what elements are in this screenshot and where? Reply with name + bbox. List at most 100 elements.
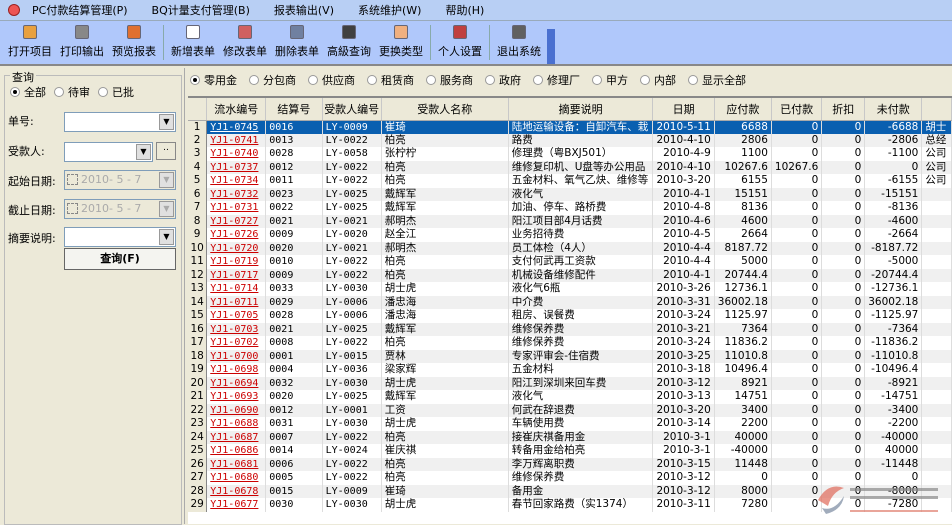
table-cell[interactable]: YJ1-0703 — [206, 322, 267, 336]
filter-radio[interactable]: 修理厂 — [533, 72, 580, 88]
table-cell[interactable]: YJ1-0717 — [206, 268, 267, 282]
chevron-down-icon[interactable]: ▼ — [159, 172, 174, 188]
table-cell[interactable]: YJ1-0726 — [206, 228, 267, 242]
column-header[interactable]: 受款人名称 — [381, 98, 509, 121]
filter-radio[interactable]: 显示全部 — [688, 72, 746, 88]
toolbar-button[interactable]: 新增表单 — [167, 21, 219, 64]
table-row[interactable]: 18 YJ1-0700 0001 LY-0015 贾林 专家评审会-住宿费 2010-3-2… — [188, 349, 952, 363]
chevron-down-icon[interactable]: ▼ — [159, 114, 174, 130]
chevron-down-icon[interactable]: ▼ — [159, 229, 174, 245]
table-row[interactable]: 27 YJ1-0680 0005 LY-0022 柏亮 维修保养费 2010-3-12 0 0 0… — [188, 471, 952, 485]
summary-combo[interactable]: ▼ — [64, 227, 176, 247]
column-header[interactable]: 摘要说明 — [508, 98, 654, 121]
table-cell[interactable]: YJ1-0714 — [206, 282, 267, 296]
table-row[interactable]: 15 YJ1-0705 0028 LY-0006 潘忠海 租房、误餐费 2010-3-24 1… — [188, 309, 952, 323]
column-header[interactable] — [921, 98, 952, 121]
table-row[interactable]: 12 YJ1-0717 0009 LY-0022 柏亮 机械设备维修配件 2010-4-1 2… — [188, 268, 952, 282]
table-row[interactable]: 5 YJ1-0734 0011 LY-0022 柏亮 五金材料、氧气乙炔、维修等 2010-… — [188, 174, 952, 188]
table-row[interactable]: 21 YJ1-0693 0020 LY-0025 戴辉军 液化气 2010-3-13 1475… — [188, 390, 952, 404]
table-cell[interactable]: YJ1-0737 — [206, 160, 267, 174]
table-cell[interactable]: YJ1-0720 — [206, 241, 267, 255]
toolbar-button[interactable]: 打开项目 — [4, 21, 56, 64]
table-cell[interactable]: YJ1-0694 — [206, 376, 267, 390]
menu-item[interactable]: PC付款结算管理(P) — [32, 4, 128, 17]
column-header[interactable]: 日期 — [652, 98, 715, 121]
table-row[interactable]: 17 YJ1-0702 0008 LY-0022 柏亮 维修保养费 2010-3-24 118… — [188, 336, 952, 350]
table-cell[interactable]: YJ1-0688 — [206, 417, 267, 431]
menu-item[interactable]: 帮助(H) — [445, 4, 485, 17]
table-row[interactable]: 4 YJ1-0737 0012 LY-0022 柏亮 维修复印机、U盘等办公用品 2010-… — [188, 160, 952, 174]
table-row[interactable]: 11 YJ1-0719 0010 LY-0022 柏亮 支付何武再工资款 2010-4-4 5… — [188, 255, 952, 269]
toolbar-button[interactable]: 高級查询 — [323, 21, 375, 64]
table-row[interactable]: 22 YJ1-0690 0012 LY-0001 工资 何武在辞退费 2010-3-20 34… — [188, 403, 952, 417]
filter-radio[interactable]: 零用金 — [190, 72, 237, 88]
toolbar-button[interactable]: 预览报表 — [108, 21, 160, 64]
table-cell[interactable]: YJ1-0745 — [206, 120, 267, 134]
table-cell[interactable]: YJ1-0698 — [206, 363, 267, 377]
table-row[interactable]: 16 YJ1-0703 0021 LY-0025 戴辉军 维修保养费 2010-3-21 73… — [188, 322, 952, 336]
table-cell[interactable]: YJ1-0681 — [206, 457, 267, 471]
toolbar-button[interactable]: 删除表单 — [271, 21, 323, 64]
table-row[interactable]: 25 YJ1-0686 0014 LY-0024 崔庆祺 转备用金给柏亮 2010-3-1-… — [188, 444, 952, 458]
menu-item[interactable]: 报表输出(V) — [273, 4, 334, 17]
column-header[interactable]: 受款人编号 — [322, 98, 382, 121]
end-date-picker[interactable]: 2010- 5 - 7 ▼ — [64, 199, 176, 219]
table-row[interactable]: 6 YJ1-0732 0023 LY-0025 戴辉军 液化气 2010-4-1 15151 0… — [188, 187, 952, 201]
status-radio[interactable]: 全部 — [10, 84, 46, 100]
table-cell[interactable]: YJ1-0693 — [206, 390, 267, 404]
query-button[interactable]: 查询(F) — [64, 248, 176, 270]
table-cell[interactable]: YJ1-0690 — [206, 403, 267, 417]
table-row[interactable]: 19 YJ1-0698 0004 LY-0036 梁家辉 五金材料 2010-3-18 104… — [188, 363, 952, 377]
menu-item[interactable]: BQ计量支付管理(B) — [151, 4, 250, 17]
payee-combo[interactable]: ▼ — [64, 142, 153, 162]
table-cell[interactable]: YJ1-0719 — [206, 255, 267, 269]
filter-radio[interactable]: 分包商 — [249, 72, 296, 88]
table-row[interactable]: 28 YJ1-0678 0015 LY-0009 崔琦 备用金 2010-3-12 8000 0… — [188, 484, 952, 498]
column-header[interactable]: 流水编号 — [206, 98, 267, 121]
table-row[interactable]: 14 YJ1-0711 0029 LY-0006 潘忠海 中介费 2010-3-31 3600… — [188, 295, 952, 309]
toolbar-overflow-handle[interactable] — [547, 29, 555, 64]
table-cell[interactable]: YJ1-0741 — [206, 133, 267, 147]
chevron-down-icon[interactable]: ▼ — [136, 144, 151, 160]
toolbar-button[interactable]: 打印输出 — [56, 21, 108, 64]
filter-radio[interactable]: 甲方 — [592, 72, 628, 88]
status-radio[interactable]: 已批 — [98, 84, 134, 100]
toolbar-button[interactable]: 个人设置 — [434, 21, 486, 64]
table-cell[interactable]: YJ1-0700 — [206, 349, 267, 363]
column-header[interactable]: 未付款 — [864, 98, 923, 121]
column-header[interactable]: 已付款 — [771, 98, 823, 121]
table-row[interactable]: 13 YJ1-0714 0033 LY-0030 胡士虎 液化气6瓶 2010-3-26 12… — [188, 282, 952, 296]
column-header[interactable]: 应付款 — [714, 98, 772, 121]
toolbar-button[interactable]: 修改表单 — [219, 21, 271, 64]
table-row[interactable]: 24 YJ1-0687 0007 LY-0022 柏亮 接崔庆祺备用金 2010-3-1 40… — [188, 430, 952, 444]
column-header[interactable]: 结算号 — [265, 98, 323, 121]
toolbar-button[interactable]: 更换类型 — [375, 21, 427, 64]
table-row[interactable]: 1 YJ1-0745 0016 LY-0009 崔琦 陆地运输设备：自卸汽车、栽 2010-… — [188, 120, 952, 134]
filter-radio[interactable]: 内部 — [640, 72, 676, 88]
payee-browse-button[interactable]: .. — [156, 142, 176, 160]
table-cell[interactable]: YJ1-0711 — [206, 295, 267, 309]
table-cell[interactable]: YJ1-0731 — [206, 201, 267, 215]
status-radio[interactable]: 待审 — [54, 84, 90, 100]
filter-radio[interactable]: 供应商 — [308, 72, 355, 88]
checkbox[interactable] — [67, 203, 78, 214]
table-cell[interactable]: YJ1-0740 — [206, 147, 267, 161]
table-row[interactable]: 8 YJ1-0727 0021 LY-0021 郝明杰 阳江项目部4月话费 2010-4-6… — [188, 214, 952, 228]
table-cell[interactable]: YJ1-0734 — [206, 174, 267, 188]
table-row[interactable]: 23 YJ1-0688 0031 LY-0030 胡士虎 车辆使用费 2010-3-14 22… — [188, 417, 952, 431]
table-cell[interactable]: YJ1-0678 — [206, 484, 267, 498]
start-date-picker[interactable]: 2010- 5 - 7 ▼ — [64, 170, 176, 190]
table-cell[interactable]: YJ1-0686 — [206, 444, 267, 458]
table-row[interactable]: 9 YJ1-0726 0009 LY-0020 赵全江 业务招待费 2010-4-5 2664… — [188, 228, 952, 242]
chevron-down-icon[interactable]: ▼ — [159, 201, 174, 217]
table-row[interactable]: 20 YJ1-0694 0032 LY-0030 胡士虎 阳江到深圳来回车费 2010-3-… — [188, 376, 952, 390]
table-cell[interactable]: YJ1-0680 — [206, 471, 267, 485]
column-header[interactable] — [188, 98, 208, 121]
table-cell[interactable]: YJ1-0677 — [206, 498, 267, 512]
column-header[interactable]: 折扣 — [821, 98, 866, 121]
table-row[interactable]: 29 YJ1-0677 0030 LY-0030 胡士虎 春节回家路费（实1374） 201… — [188, 498, 952, 512]
table-row[interactable]: 10 YJ1-0720 0020 LY-0021 郝明杰 员工体检（4人） 2010-4-4… — [188, 241, 952, 255]
table-row[interactable]: 26 YJ1-0681 0006 LY-0022 柏亮 李万辉离职费 2010-3-15 11… — [188, 457, 952, 471]
table-row[interactable]: 2 YJ1-0741 0013 LY-0022 柏亮 路费 2010-4-10 2806 0 0-… — [188, 133, 952, 147]
table-row[interactable]: 3 YJ1-0740 0028 LY-0058 张柠柠 修理费（粤BXJ501） 2010-… — [188, 147, 952, 161]
